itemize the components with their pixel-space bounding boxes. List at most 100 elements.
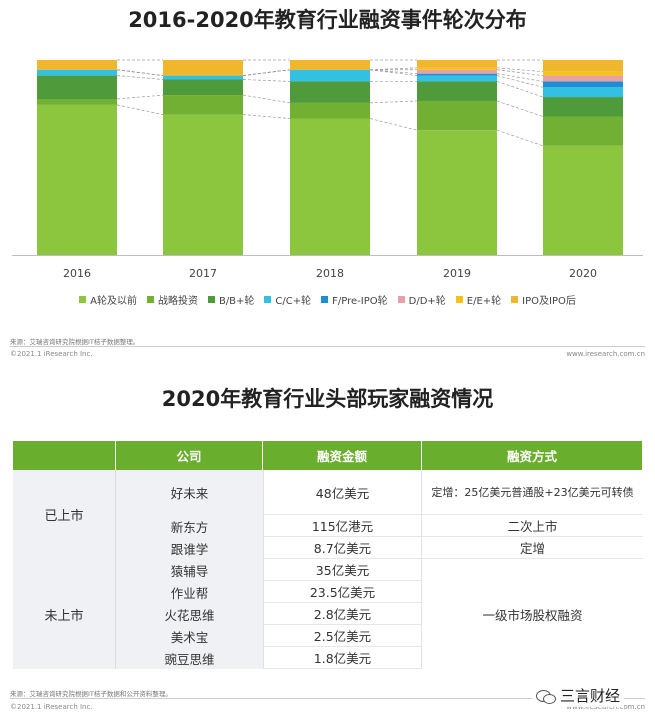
x-tick-label: 2019 xyxy=(443,267,471,280)
amount-cell: 8.7亿美元 xyxy=(263,537,422,559)
connector-line xyxy=(116,94,164,100)
group-listed: 已上市 xyxy=(13,470,116,559)
bar-segment xyxy=(417,81,497,101)
bar-segment xyxy=(417,73,497,76)
source-note-top: 来源：艾瑞咨询研究院根据IT桔子数据整理。 xyxy=(10,338,140,346)
legend-item: F/Pre-IPO轮 xyxy=(321,292,388,307)
table-row: 跟谁学 8.7亿美元 定增 xyxy=(13,537,643,559)
bar-segment xyxy=(543,60,623,72)
table-row: 美术宝 2.5亿美元 xyxy=(13,625,643,647)
watermark: 三言财经 xyxy=(532,684,625,707)
legend-swatch xyxy=(146,296,154,303)
amount-cell: 2.5亿美元 xyxy=(263,625,422,647)
company-cell: 好未来 xyxy=(116,470,263,515)
bar-segment xyxy=(163,60,243,76)
legend-label: C/C+轮 xyxy=(275,296,312,307)
company-cell: 猿辅导 xyxy=(116,559,263,581)
legend-label: E/E+轮 xyxy=(466,296,502,307)
copyright: ©2021.1 iResearch Inc. xyxy=(10,350,93,358)
bar-segment xyxy=(37,75,117,99)
footer-bottom: ©2021.1 iResearch Inc. www.iresearch.com… xyxy=(10,703,645,711)
bar-segment xyxy=(37,60,117,70)
legend-item: IPO及IPO后 xyxy=(511,292,576,307)
connector-line xyxy=(116,69,164,76)
legend-item: C/C+轮 xyxy=(264,292,311,307)
legend-swatch xyxy=(79,296,87,303)
divider-bottom xyxy=(10,698,645,699)
bar-segment xyxy=(290,118,370,255)
company-cell: 跟谁学 xyxy=(116,537,263,559)
table-row: 火花思维 2.8亿美元 xyxy=(13,603,643,625)
legend-swatch xyxy=(321,296,329,303)
amount-cell: 2.8亿美元 xyxy=(263,603,422,625)
connector-line xyxy=(496,129,544,147)
x-tick-label: 2018 xyxy=(316,267,344,280)
legend-item: E/E+轮 xyxy=(455,292,502,307)
bar-segment xyxy=(290,102,370,119)
source-note-bottom: 来源：艾瑞咨询研究院根据IT桔子数据和公开资料整理。 xyxy=(10,690,172,698)
connector-line xyxy=(496,73,544,82)
header-method: 融资方式 xyxy=(422,441,643,470)
company-cell: 新东方 xyxy=(116,515,263,537)
wechat-icon xyxy=(536,688,556,704)
bar-segment xyxy=(290,69,370,82)
bar-segment xyxy=(37,104,117,255)
amount-cell: 48亿美元 xyxy=(263,470,422,515)
divider-top xyxy=(10,346,645,347)
legend-swatch xyxy=(511,296,519,303)
header-amount: 融资金额 xyxy=(263,441,422,470)
table-row: 作业帮 23.5亿美元 xyxy=(13,581,643,603)
legend-item: 战略投资 xyxy=(146,292,198,307)
amount-cell: 35亿美元 xyxy=(263,559,422,581)
method-cell: 二次上市 xyxy=(422,515,643,537)
company-cell: 火花思维 xyxy=(116,603,263,625)
legend-item: B/B+轮 xyxy=(207,292,254,307)
connector-line xyxy=(242,69,291,76)
connector-line xyxy=(496,67,544,73)
footer-top: ©2021.1 iResearch Inc. www.iresearch.com… xyxy=(10,350,645,358)
group-unlisted: 未上市 xyxy=(13,559,116,669)
legend-label: 战略投资 xyxy=(157,296,198,307)
legend-item: A轮及以前 xyxy=(79,292,137,307)
bar-segment xyxy=(543,97,623,117)
bar-segment xyxy=(163,114,243,255)
legend-label: A轮及以前 xyxy=(90,296,137,307)
table-header-row: 公司 融资金额 融资方式 xyxy=(13,441,643,470)
bar-segment xyxy=(417,130,497,255)
bar-segment xyxy=(417,60,497,68)
bar-segment xyxy=(417,69,497,74)
bar-segment xyxy=(163,75,243,80)
method-cell-unlisted: 一级市场股权融资 xyxy=(422,559,643,669)
bar-segment xyxy=(37,69,117,76)
connector-line xyxy=(242,94,291,104)
connector-line xyxy=(369,100,418,104)
x-tick-label: 2017 xyxy=(189,267,217,280)
bar-segment xyxy=(543,116,623,146)
legend-swatch xyxy=(264,296,272,303)
table-row: 新东方 115亿港元 二次上市 xyxy=(13,515,643,537)
bar-segment xyxy=(543,81,623,88)
legend-label: IPO及IPO后 xyxy=(522,296,576,307)
bar-segment xyxy=(290,60,370,70)
connector-line xyxy=(496,75,544,88)
watermark-text: 三言财经 xyxy=(560,687,621,705)
table-row: 已上市 好未来 48亿美元 定增：25亿美元普通股+23亿美元可转债 xyxy=(13,470,643,559)
bar-segment xyxy=(417,67,497,70)
bar-segment xyxy=(163,95,243,115)
method-cell: 定增：25亿美元普通股+23亿美元可转债 xyxy=(422,470,643,515)
header-blank xyxy=(13,441,116,470)
legend-swatch xyxy=(455,296,463,303)
bar-segment xyxy=(163,79,243,96)
table-title: 2020年教育行业头部玩家融资情况 xyxy=(161,387,494,411)
connector-line xyxy=(116,75,164,80)
company-cell: 作业帮 xyxy=(116,581,263,603)
amount-cell: 23.5亿美元 xyxy=(263,581,422,603)
site-url: www.iresearch.com.cn xyxy=(566,703,645,711)
connector-line xyxy=(369,118,418,131)
table-row: 未上市 猿辅导 35亿美元 一级市场股权融资 xyxy=(13,559,643,669)
copyright: ©2021.1 iResearch Inc. xyxy=(10,703,93,711)
connector-line xyxy=(496,100,544,117)
x-tick-label: 2016 xyxy=(63,267,91,280)
amount-cell: 1.8亿美元 xyxy=(263,647,422,669)
method-cell: 定增 xyxy=(422,537,643,559)
